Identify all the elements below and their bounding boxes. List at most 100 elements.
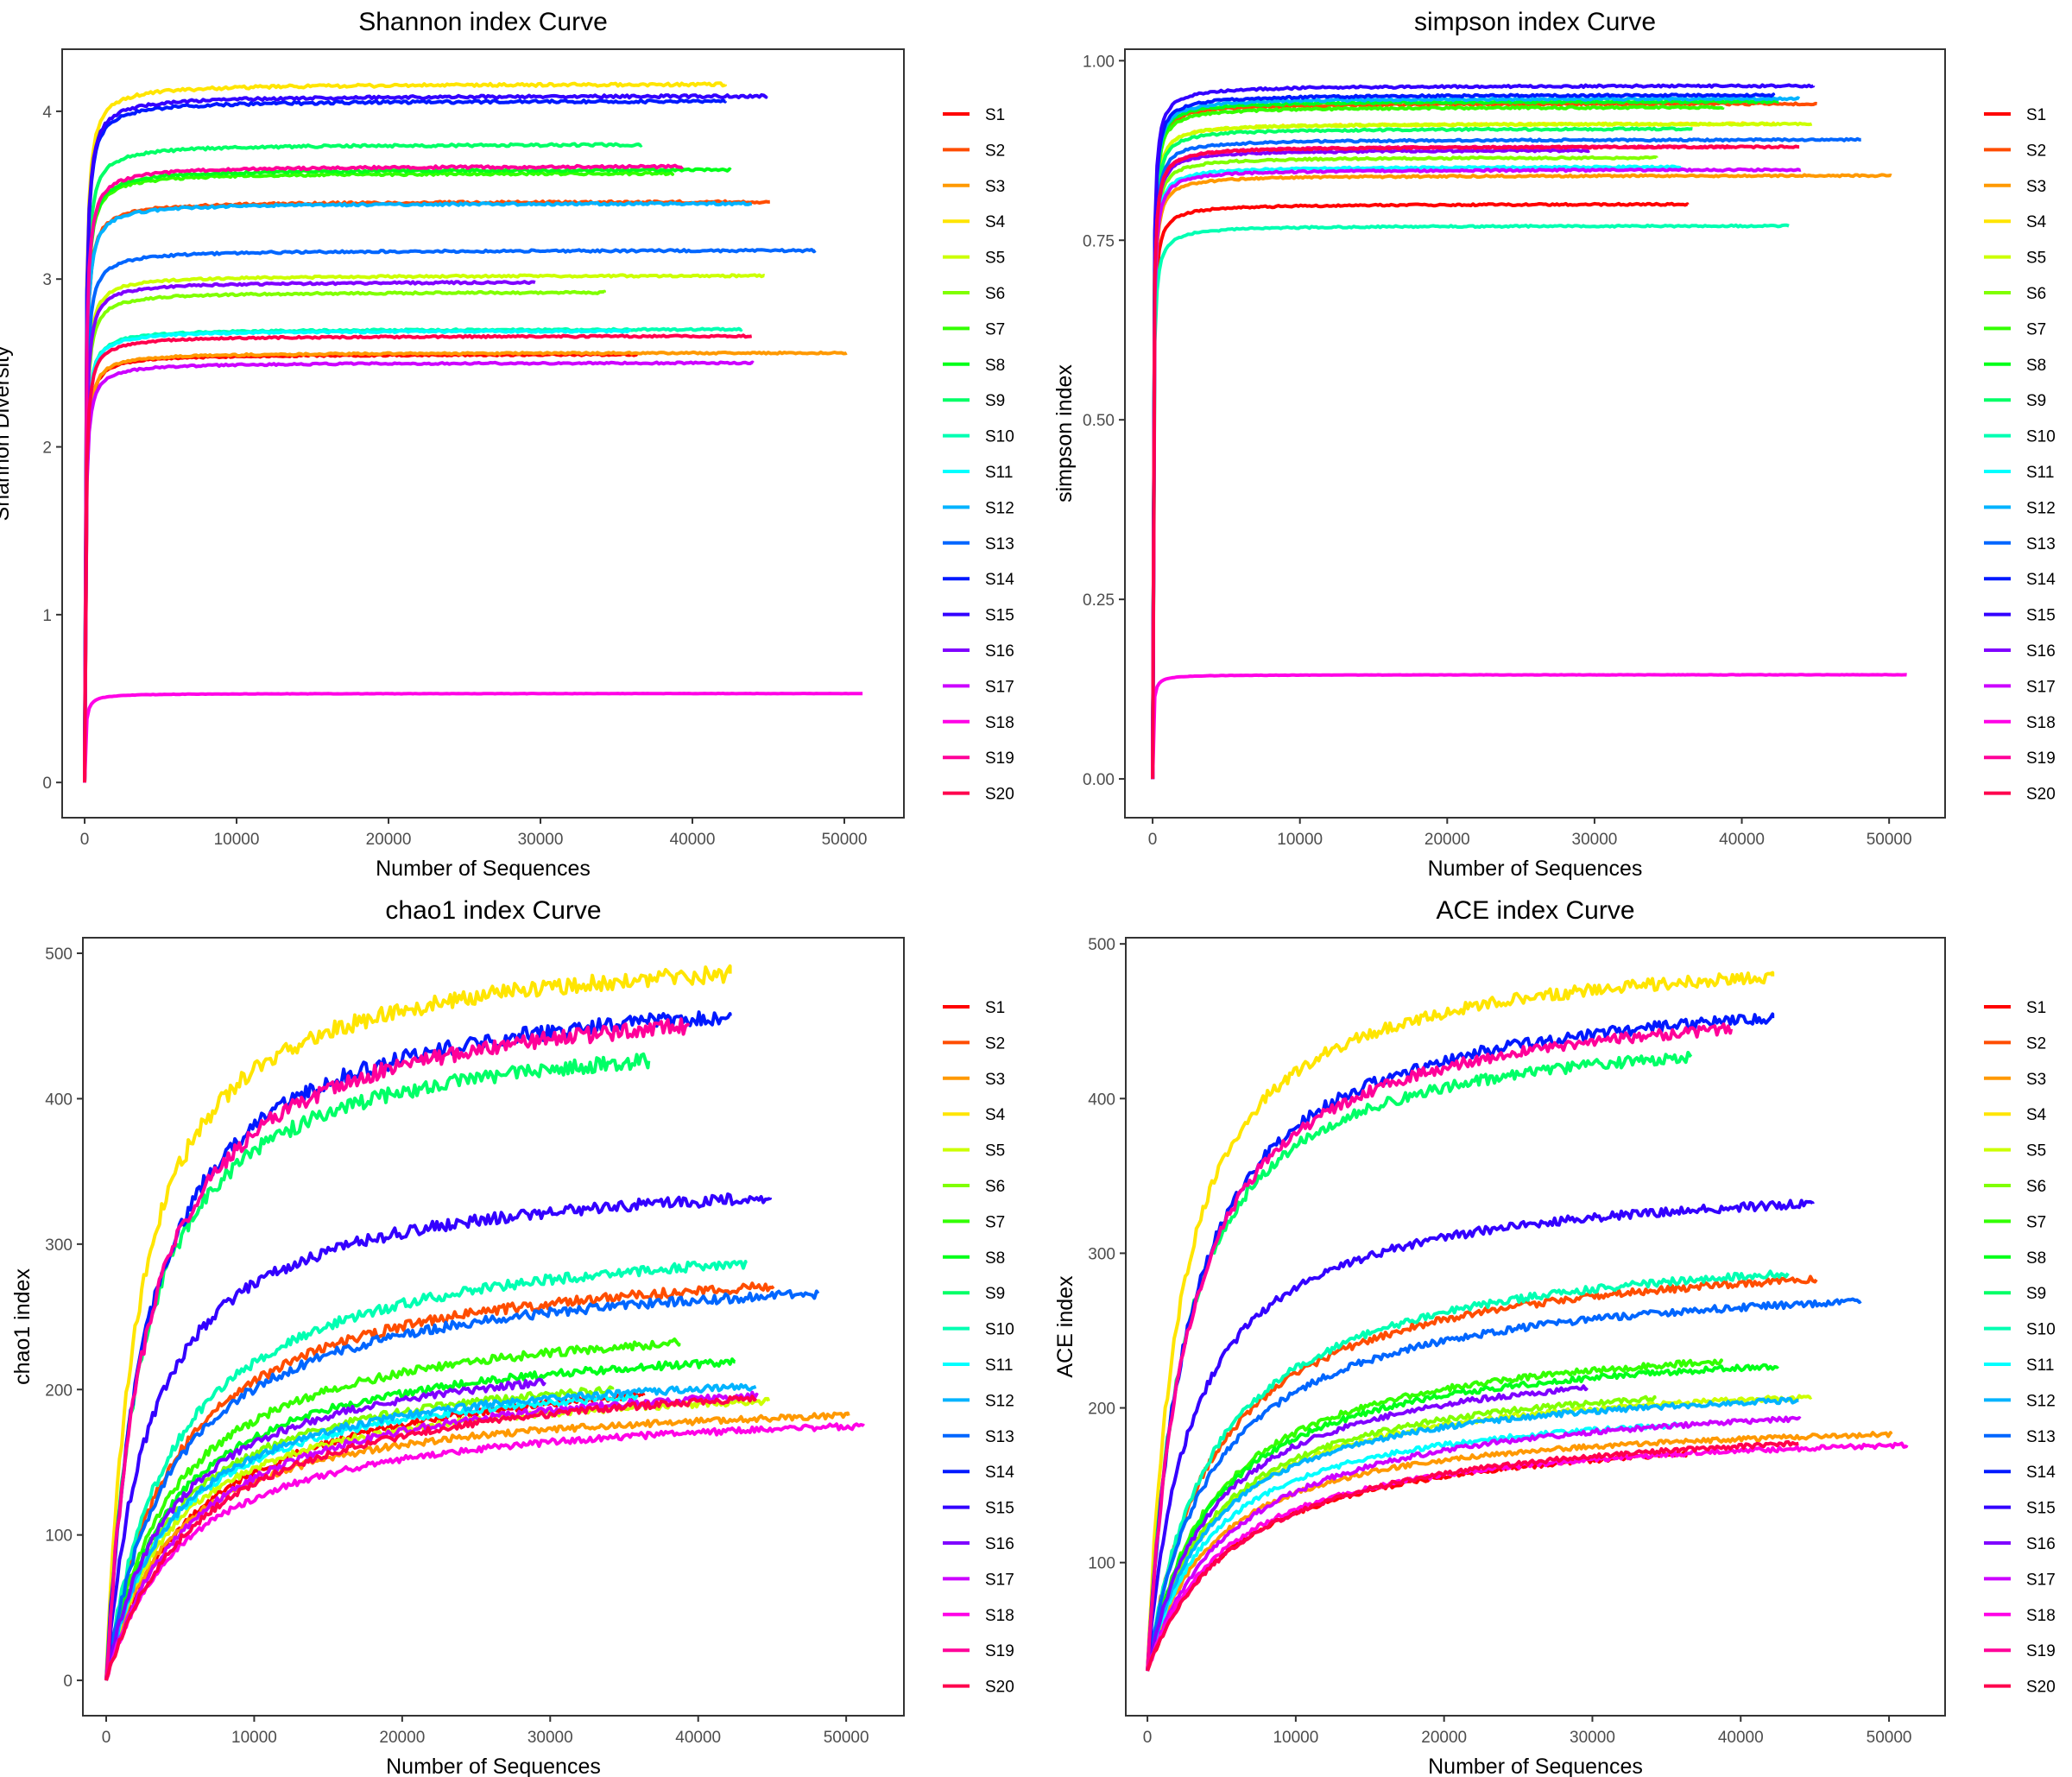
series-lines (104, 964, 866, 1681)
series-line-S14 (1146, 1012, 1775, 1672)
x-tick-label: 10000 (1273, 1729, 1318, 1747)
x-tick-label: 50000 (824, 1729, 869, 1747)
legend-label: S19 (2026, 1642, 2056, 1660)
legend-item-S1: S1 (943, 999, 1005, 1017)
legend-label: S9 (985, 1285, 1005, 1303)
x-tick-label: 0 (1143, 1729, 1153, 1747)
series-line-S17 (1151, 167, 1802, 780)
y-tick-label: 0 (63, 1673, 73, 1691)
series-line-S19 (83, 163, 685, 783)
legend-label: S17 (985, 1571, 1014, 1589)
x-axis-title: Number of Sequences (376, 857, 591, 881)
x-tick-label: 30000 (527, 1729, 573, 1747)
legend-item-S9: S9 (943, 1285, 1005, 1303)
legend-item-S2: S2 (1984, 1034, 2046, 1053)
legend-label: S5 (985, 1142, 1005, 1160)
series-line-S19 (1146, 1022, 1734, 1672)
legend-label: S18 (985, 1607, 1014, 1625)
x-tick-label: 50000 (822, 831, 868, 849)
legend-item-S3: S3 (1984, 178, 2046, 196)
y-tick-label: 0.25 (1083, 591, 1115, 610)
legend-label: S2 (2026, 142, 2046, 160)
legend-item-S5: S5 (1984, 1142, 2046, 1160)
legend-item-S4: S4 (943, 213, 1006, 231)
simpson-panel: simpson index Curve Number of Sequences … (1052, 8, 2056, 881)
x-tick-label: 0 (80, 831, 90, 849)
y-tick-label: 3 (42, 271, 52, 289)
ace-panel: ACE index Curve Number of Sequences ACE … (1053, 896, 2056, 1777)
series-line-S19 (104, 1017, 691, 1681)
series-line-S19 (1151, 144, 1734, 780)
legend-label: S20 (2026, 786, 2056, 804)
series-line-S13 (83, 248, 817, 783)
legend-label: S17 (2026, 1571, 2056, 1589)
legend-label: S12 (2026, 1392, 2056, 1410)
legend-label: S11 (985, 1356, 1013, 1375)
legend-item-S19: S19 (1984, 749, 2056, 768)
legend: S1 S2 S3 S4 S5 S6 S7 S8 S9 S10 S11 S12 S13 S14 S15 S16 S… (943, 999, 1014, 1697)
legend-label: S4 (2026, 1106, 2047, 1124)
legend-label: S16 (985, 1535, 1014, 1553)
legend-label: S1 (2026, 106, 2046, 124)
legend-label: S1 (985, 999, 1005, 1017)
x-tick-label: 0 (1148, 831, 1158, 849)
series-line-S1 (83, 351, 638, 783)
series-line-S11 (104, 1392, 639, 1681)
legend-label: S10 (985, 1321, 1014, 1339)
y-tick-label: 400 (45, 1091, 73, 1109)
series-line-S9 (83, 142, 643, 783)
legend-item-S17: S17 (943, 678, 1014, 696)
legend-label: S8 (2026, 357, 2046, 375)
y-axis-title: Shannon Diversity (0, 345, 14, 521)
legend-label: S16 (2026, 642, 2056, 661)
legend-item-S8: S8 (943, 1249, 1005, 1268)
legend-item-S3: S3 (943, 178, 1005, 196)
legend-label: S11 (2026, 464, 2054, 482)
legend-item-S10: S10 (943, 1321, 1014, 1339)
legend-label: S4 (2026, 213, 2047, 231)
series-line-S10 (104, 1260, 748, 1681)
series-line-S12 (1146, 1396, 1799, 1672)
legend-item-S14: S14 (1984, 571, 2056, 589)
series-line-S11 (83, 328, 631, 783)
legend-item-S4: S4 (943, 1106, 1006, 1124)
legend-item-S16: S16 (943, 642, 1014, 661)
chart-title: Shannon index Curve (358, 8, 608, 36)
legend-item-S6: S6 (943, 1178, 1005, 1196)
legend-label: S9 (985, 392, 1005, 410)
series-line-S15 (83, 92, 768, 783)
legend-item-S7: S7 (1984, 320, 2046, 338)
legend-item-S16: S16 (943, 1535, 1014, 1553)
x-axis-title: Number of Sequences (386, 1755, 601, 1777)
legend-label: S11 (985, 464, 1013, 482)
x-tick-label: 30000 (518, 831, 564, 849)
series-line-S5 (1151, 121, 1813, 780)
legend-label: S5 (2026, 1142, 2046, 1160)
legend-label: S7 (985, 320, 1005, 338)
legend-item-S16: S16 (1984, 1535, 2056, 1553)
legend-item-S11: S11 (943, 464, 1013, 482)
legend-item-S8: S8 (1984, 357, 2046, 375)
legend-label: S14 (985, 571, 1014, 589)
x-tick-label: 0 (102, 1729, 111, 1747)
y-axis-title: ACE index (1053, 1275, 1077, 1378)
legend-item-S12: S12 (1984, 499, 2056, 517)
y-tick-label: 0.50 (1083, 412, 1115, 430)
x-tick-label: 20000 (366, 831, 412, 849)
legend-item-S18: S18 (1984, 714, 2056, 732)
legend-item-S10: S10 (1984, 1321, 2056, 1339)
series-line-S7 (104, 1337, 681, 1681)
plot-border (61, 48, 905, 819)
plot-border (1124, 48, 1946, 819)
series-line-S1 (1151, 201, 1690, 780)
legend-item-S8: S8 (1984, 1249, 2046, 1268)
series-line-S4 (1146, 971, 1775, 1672)
legend-item-S15: S15 (1984, 607, 2056, 625)
legend-label: S16 (985, 642, 1014, 661)
legend-label: S1 (2026, 999, 2046, 1017)
series-line-S17 (83, 360, 755, 783)
legend-item-S14: S14 (1984, 1464, 2056, 1482)
series-line-S10 (1151, 223, 1790, 780)
legend-label: S10 (985, 428, 1014, 446)
legend-label: S2 (985, 142, 1005, 160)
